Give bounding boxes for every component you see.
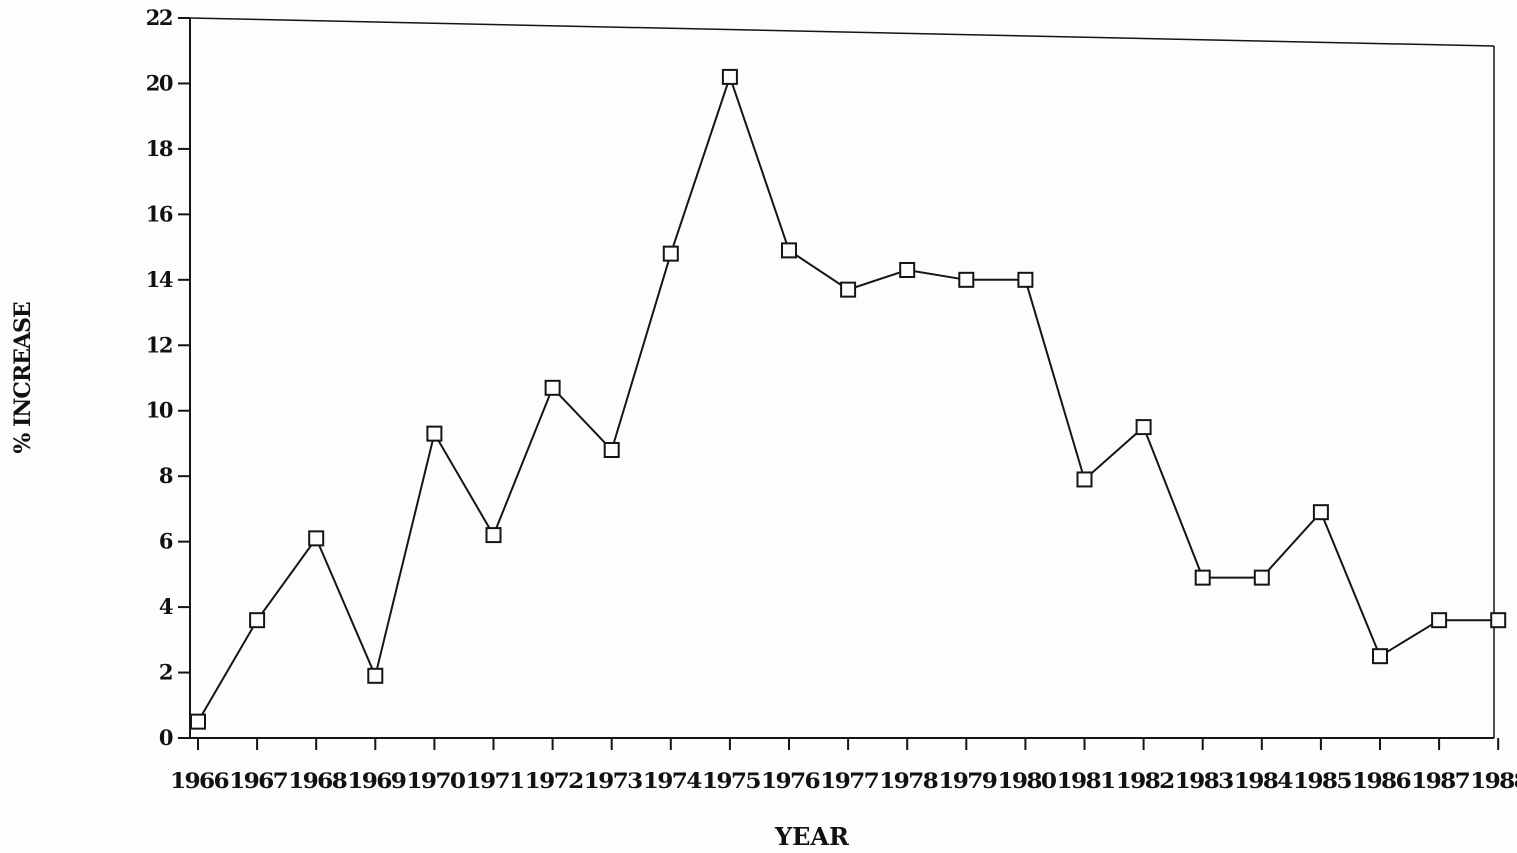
x-tick-label: 1966 xyxy=(170,768,229,793)
x-ticks: 1966 1967 1968 1969 1970 1971 1972 1973 1974 1975… xyxy=(170,738,1517,793)
y-tick-label: 16 xyxy=(146,201,173,226)
plot-top-border xyxy=(189,17,1495,47)
data-point-marker xyxy=(308,530,325,547)
x-tick-label: 1981 xyxy=(1057,768,1115,793)
x-tick-label: 1983 xyxy=(1175,768,1234,793)
data-point-marker xyxy=(958,271,975,288)
y-tick-label: 12 xyxy=(146,332,172,357)
data-point-marker xyxy=(721,68,738,85)
data-point-marker xyxy=(899,262,916,278)
y-tick-label: 22 xyxy=(146,5,172,30)
data-point-marker xyxy=(840,281,857,298)
x-tick-label: 1984 xyxy=(1234,768,1293,793)
data-point-marker xyxy=(781,242,797,259)
x-tick-label: 1982 xyxy=(1116,768,1174,793)
y-tick-label: 18 xyxy=(146,136,173,161)
x-axis-label: YEAR xyxy=(774,822,850,851)
x-tick-label: 1967 xyxy=(229,768,287,793)
x-tick-label: 1970 xyxy=(406,768,465,793)
x-tick-label: 1976 xyxy=(761,768,820,793)
data-point-marker xyxy=(1194,569,1211,586)
y-tick-label: 20 xyxy=(146,70,173,95)
x-tick-label: 1969 xyxy=(347,768,406,793)
data-point-marker xyxy=(367,667,384,684)
x-tick-label: 1988 xyxy=(1470,768,1517,793)
x-tick-label: 1972 xyxy=(525,768,583,793)
y-tick-label: 14 xyxy=(146,267,173,292)
x-tick-label: 1980 xyxy=(997,768,1056,793)
y-tick-label: 8 xyxy=(159,463,173,488)
y-tick-label: 2 xyxy=(159,660,172,685)
data-point-marker xyxy=(1372,648,1388,665)
x-tick-label: 1973 xyxy=(584,768,643,793)
y-tick-label: 4 xyxy=(159,594,173,619)
x-tick-label: 1974 xyxy=(643,768,702,793)
y-tick-label: 10 xyxy=(146,398,173,423)
series-line xyxy=(197,73,1499,723)
data-point-marker xyxy=(662,245,679,262)
data-point-marker xyxy=(485,527,502,544)
data-point-marker xyxy=(249,612,266,629)
data-point-marker xyxy=(190,713,206,730)
data-point-marker xyxy=(426,425,443,442)
y-tick-label: 6 xyxy=(159,529,173,554)
x-tick-label: 1971 xyxy=(466,768,524,793)
data-point-marker xyxy=(1135,419,1152,436)
x-tick-label: 1968 xyxy=(288,768,347,793)
x-tick-label: 1978 xyxy=(879,768,938,793)
data-point-marker xyxy=(544,379,561,396)
x-tick-label: 1975 xyxy=(702,768,761,793)
data-point-marker xyxy=(1076,471,1093,488)
data-point-marker xyxy=(603,442,620,458)
data-point-marker xyxy=(1312,504,1329,521)
data-point-marker xyxy=(1017,271,1034,288)
x-tick-label: 1977 xyxy=(820,768,878,793)
data-point-marker xyxy=(1253,569,1270,586)
y-tick-label: 0 xyxy=(159,725,173,750)
x-tick-label: 1985 xyxy=(1293,768,1352,793)
x-tick-label: 1987 xyxy=(1411,768,1469,793)
x-tick-label: 1979 xyxy=(938,768,997,793)
x-tick-label: 1986 xyxy=(1352,768,1411,793)
data-point-marker xyxy=(1431,612,1448,629)
y-axis-label: % INCREASE xyxy=(10,302,36,453)
series-markers xyxy=(190,68,1507,730)
y-ticks: 0 2 4 6 8 10 12 14 16 18 20 22 xyxy=(146,5,190,750)
data-point-marker xyxy=(1490,612,1507,629)
